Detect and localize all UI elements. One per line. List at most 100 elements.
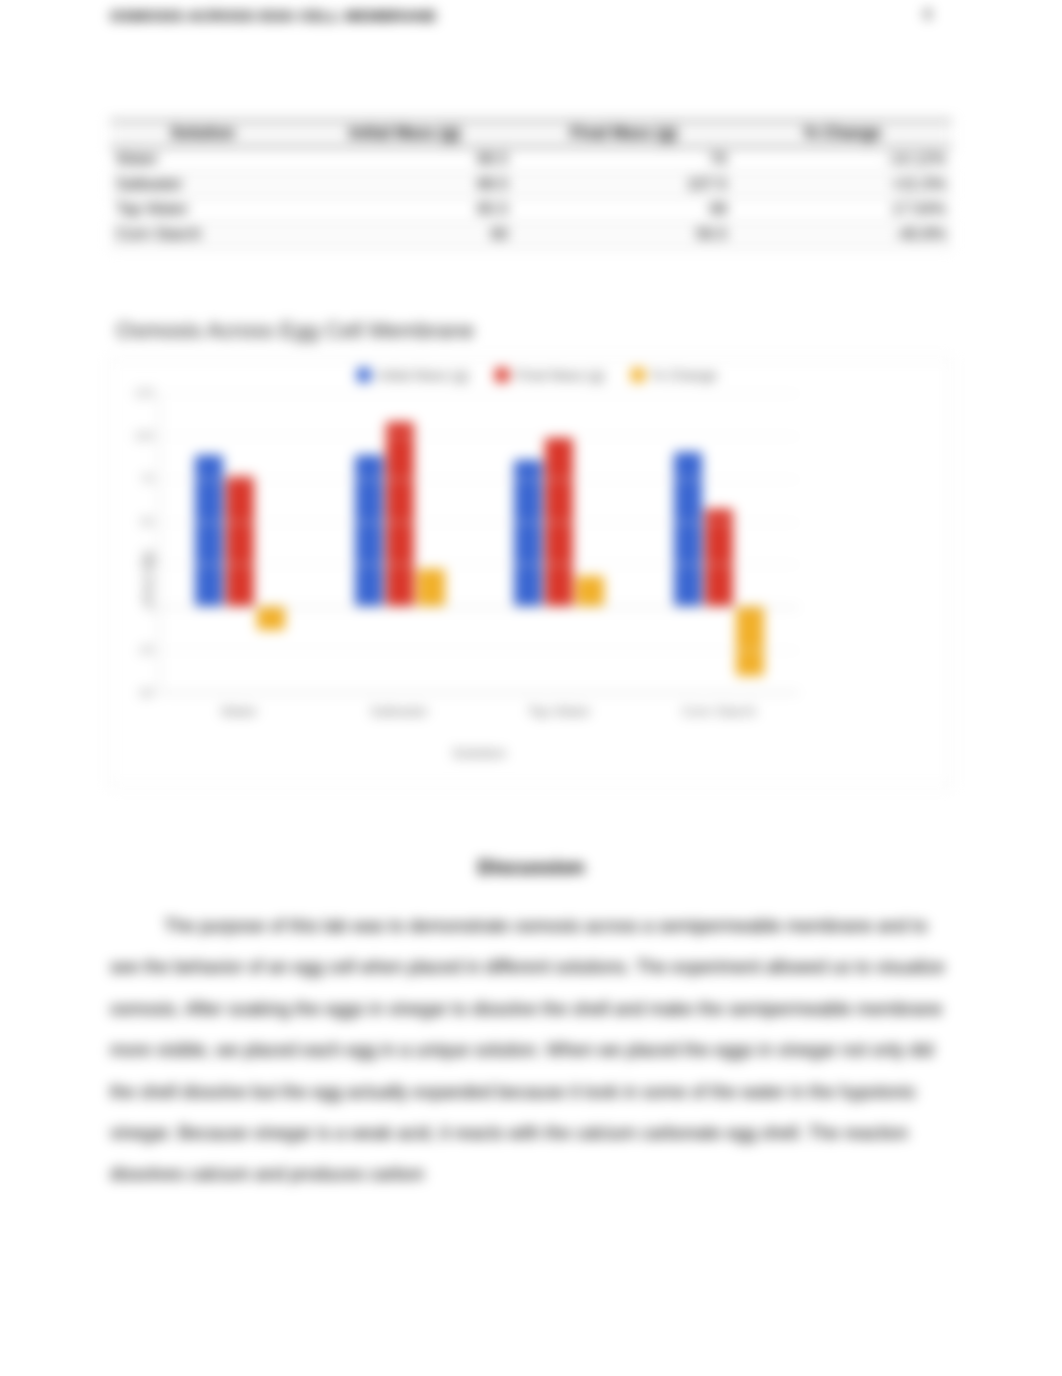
x-tick-label: Saltwater <box>319 703 479 719</box>
chart-bar <box>705 392 733 692</box>
chart-gridline <box>160 436 799 437</box>
legend-swatch <box>495 368 509 382</box>
y-tick-label: -50 <box>120 686 154 700</box>
chart-box: Initial Mass (g)Final Mass (g)% Change M… <box>110 358 952 787</box>
table-row: Tap Water85.59817.54% <box>110 198 952 223</box>
bar-fill <box>576 576 604 606</box>
data-table-container: Solution Initial Mass (g) Final Mass (g)… <box>110 120 952 248</box>
bar-fill <box>514 460 542 607</box>
legend-label: Initial Mass (g) <box>378 367 469 383</box>
table-cell: Saltwater <box>110 173 295 198</box>
table-cell: Corn Starch <box>110 223 295 248</box>
legend-label: Final Mass (g) <box>516 367 605 383</box>
x-tick-label: Water <box>159 703 319 719</box>
col-header-solution: Solution <box>110 121 295 148</box>
bar-cluster <box>355 393 445 692</box>
bar-fill <box>705 509 733 606</box>
bar-fill <box>674 452 702 606</box>
chart-gridline <box>160 479 799 480</box>
chart-bar <box>514 392 542 692</box>
col-header-pct: % Change <box>733 121 952 148</box>
chart-legend: Initial Mass (g) Final Mass (g) % Change <box>139 367 935 383</box>
bar-cluster <box>514 393 604 692</box>
y-tick-label: 100 <box>120 429 154 443</box>
col-header-initial: Initial Mass (g) <box>295 121 514 148</box>
table-row: Saltwater88.5107.5+21.5% <box>110 173 952 198</box>
table-cell: +21.5% <box>733 173 952 198</box>
bar-cluster <box>195 393 285 692</box>
bar-group <box>480 393 640 692</box>
legend-item: Final Mass (g) <box>495 367 605 383</box>
chart-bar <box>417 392 445 692</box>
discussion-paragraph: The purpose of this lab was to demonstra… <box>110 906 952 1196</box>
bar-fill <box>386 422 414 606</box>
bar-group <box>320 393 480 692</box>
chart-bar <box>736 392 764 692</box>
chart-bar <box>576 392 604 692</box>
table-cell: Tap Water <box>110 198 295 223</box>
chart-bar <box>257 392 285 692</box>
legend-swatch <box>357 368 371 382</box>
chart-bar <box>545 392 573 692</box>
chart-bar <box>386 392 414 692</box>
legend-item: Initial Mass (g) <box>357 367 469 383</box>
running-head: OSMOSIS ACROSS EGG CELL MEMBRANE <box>110 8 952 25</box>
chart-title: Osmosis Across Egg Cell Membrane <box>116 318 952 344</box>
bar-group <box>160 393 320 692</box>
table-cell: 85.5 <box>295 198 514 223</box>
x-tick-label: Tap Water <box>479 703 639 719</box>
table-cell: -40.8% <box>733 223 952 248</box>
chart-container: Osmosis Across Egg Cell Membrane Initial… <box>110 318 952 787</box>
mass-change-table: Solution Initial Mass (g) Final Mass (g)… <box>110 120 952 248</box>
table-cell: 98 <box>514 198 733 223</box>
bar-fill <box>355 455 383 607</box>
table-cell: 90 <box>295 223 514 248</box>
chart-bar <box>355 392 383 692</box>
zero-line <box>160 607 799 608</box>
table-header-row: Solution Initial Mass (g) Final Mass (g)… <box>110 121 952 148</box>
page-number: 6 <box>924 6 932 23</box>
bar-fill <box>195 455 223 607</box>
chart-gridline <box>160 522 799 523</box>
y-tick-label: 125 <box>120 386 154 400</box>
bar-fill <box>226 476 254 606</box>
discussion-section: Discussion The purpose of this lab was t… <box>110 857 952 1196</box>
y-tick-label: 75 <box>120 472 154 486</box>
legend-label: % Change <box>652 367 717 383</box>
bar-fill <box>417 569 445 606</box>
table-cell: Water <box>110 148 295 173</box>
table-cell: -14.12% <box>733 148 952 173</box>
bar-fill <box>257 606 285 630</box>
table-cell: 17.54% <box>733 198 952 223</box>
table-cell: 107.5 <box>514 173 733 198</box>
x-axis-labels: WaterSaltwaterTap WaterCorn Starch <box>159 703 799 719</box>
table-cell: 76 <box>514 148 733 173</box>
table-cell: 88.5 <box>295 173 514 198</box>
chart-bar <box>195 392 223 692</box>
chart-plot-area: -50-250255075100125 <box>159 393 799 693</box>
chart-bar <box>226 392 254 692</box>
chart-gridline <box>160 393 799 394</box>
col-header-final: Final Mass (g) <box>514 121 733 148</box>
legend-swatch <box>631 368 645 382</box>
x-tick-label: Corn Starch <box>639 703 799 719</box>
y-tick-label: 50 <box>120 515 154 529</box>
chart-gridline <box>160 650 799 651</box>
y-tick-label: -25 <box>120 643 154 657</box>
discussion-heading: Discussion <box>110 857 952 880</box>
bar-fill <box>736 606 764 676</box>
table-row: Water88.576-14.12% <box>110 148 952 173</box>
y-tick-label: 0 <box>120 600 154 614</box>
table-cell: 88.5 <box>295 148 514 173</box>
bar-group <box>639 393 799 692</box>
x-axis-title: Solution <box>159 745 799 762</box>
chart-gridline <box>160 564 799 565</box>
chart-gridline <box>160 693 799 694</box>
table-row: Corn Starch9056.5-40.8% <box>110 223 952 248</box>
table-cell: 56.5 <box>514 223 733 248</box>
chart-bar <box>674 392 702 692</box>
document-page: OSMOSIS ACROSS EGG CELL MEMBRANE 6 Solut… <box>0 0 1062 1276</box>
legend-item: % Change <box>631 367 717 383</box>
y-tick-label: 25 <box>120 557 154 571</box>
bar-cluster <box>674 393 764 692</box>
